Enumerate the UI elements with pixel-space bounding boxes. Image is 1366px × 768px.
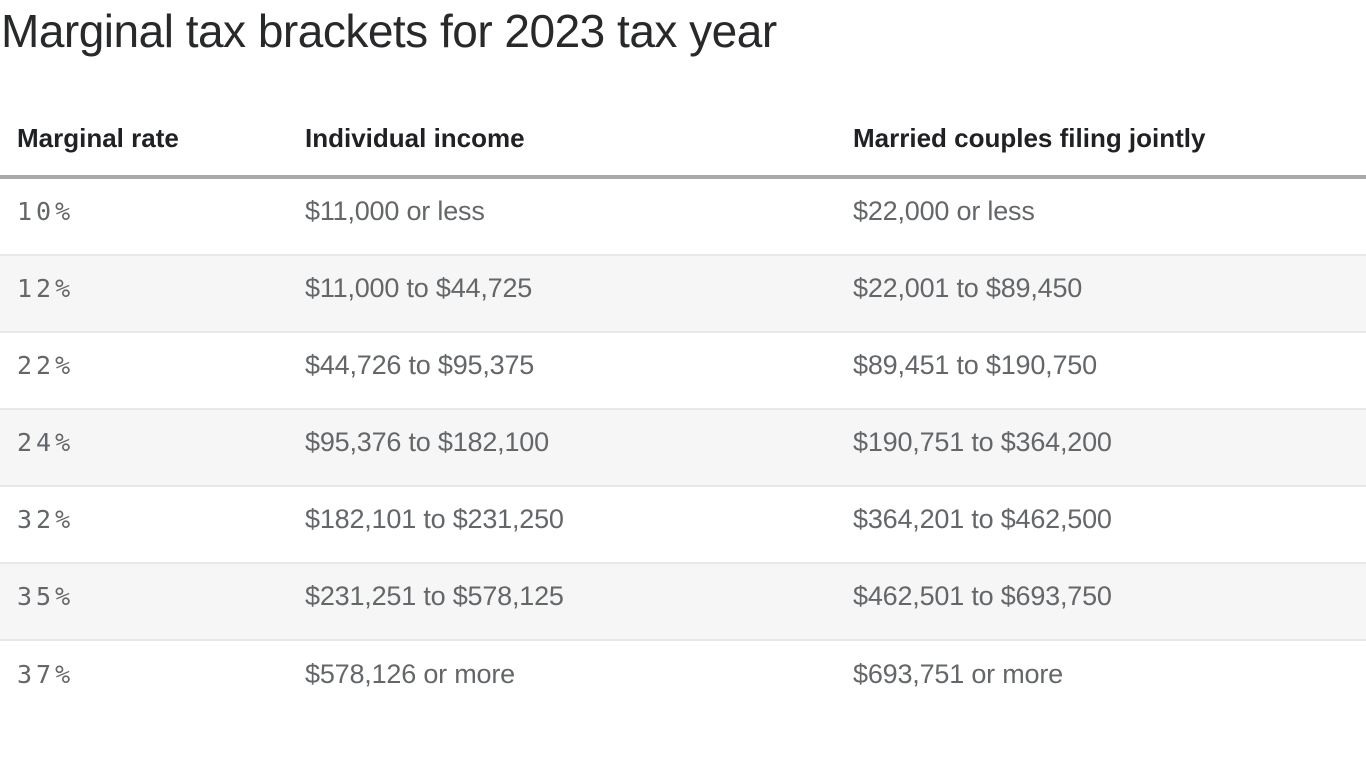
table-row: 22% $44,726 to $95,375 $89,451 to $190,7… xyxy=(0,333,1366,410)
table-row: 37% $578,126 or more $693,751 or more xyxy=(0,641,1366,718)
married-income-cell: $22,000 or less xyxy=(853,196,1035,226)
individual-income-cell: $95,376 to $182,100 xyxy=(305,427,549,457)
table-row: 32% $182,101 to $231,250 $364,201 to $46… xyxy=(0,487,1366,564)
table-row: 35% $231,251 to $578,125 $462,501 to $69… xyxy=(0,564,1366,641)
individual-income-cell: $11,000 or less xyxy=(305,196,485,226)
marginal-rate-cell: 12% xyxy=(17,274,75,303)
married-income-cell: $89,451 to $190,750 xyxy=(853,350,1097,380)
married-income-cell: $693,751 or more xyxy=(853,659,1063,689)
marginal-rate-cell: 10% xyxy=(17,197,75,226)
page-title: Marginal tax brackets for 2023 tax year xyxy=(1,5,777,57)
table-row: 10% $11,000 or less $22,000 or less xyxy=(0,179,1366,256)
column-header-married-filing-jointly: Married couples filing jointly xyxy=(853,123,1206,153)
individual-income-cell: $578,126 or more xyxy=(305,659,515,689)
marginal-rate-cell: 24% xyxy=(17,428,75,457)
table-row: 24% $95,376 to $182,100 $190,751 to $364… xyxy=(0,410,1366,487)
table-header-row: Marginal rate Individual income Married … xyxy=(0,123,1366,179)
table-row: 12% $11,000 to $44,725 $22,001 to $89,45… xyxy=(0,256,1366,333)
tax-bracket-table: 10% $11,000 or less $22,000 or less 12% … xyxy=(0,179,1366,718)
married-income-cell: $364,201 to $462,500 xyxy=(853,504,1112,534)
individual-income-cell: $231,251 to $578,125 xyxy=(305,581,564,611)
married-income-cell: $22,001 to $89,450 xyxy=(853,273,1083,303)
marginal-rate-cell: 37% xyxy=(17,660,75,689)
column-header-individual-income: Individual income xyxy=(305,123,525,153)
individual-income-cell: $11,000 to $44,725 xyxy=(305,273,533,303)
individual-income-cell: $44,726 to $95,375 xyxy=(305,350,535,380)
married-income-cell: $190,751 to $364,200 xyxy=(853,427,1112,457)
marginal-rate-cell: 22% xyxy=(17,351,75,380)
individual-income-cell: $182,101 to $231,250 xyxy=(305,504,564,534)
marginal-rate-cell: 32% xyxy=(17,505,75,534)
column-header-marginal-rate: Marginal rate xyxy=(17,123,179,153)
marginal-rate-cell: 35% xyxy=(17,582,75,611)
married-income-cell: $462,501 to $693,750 xyxy=(853,581,1112,611)
